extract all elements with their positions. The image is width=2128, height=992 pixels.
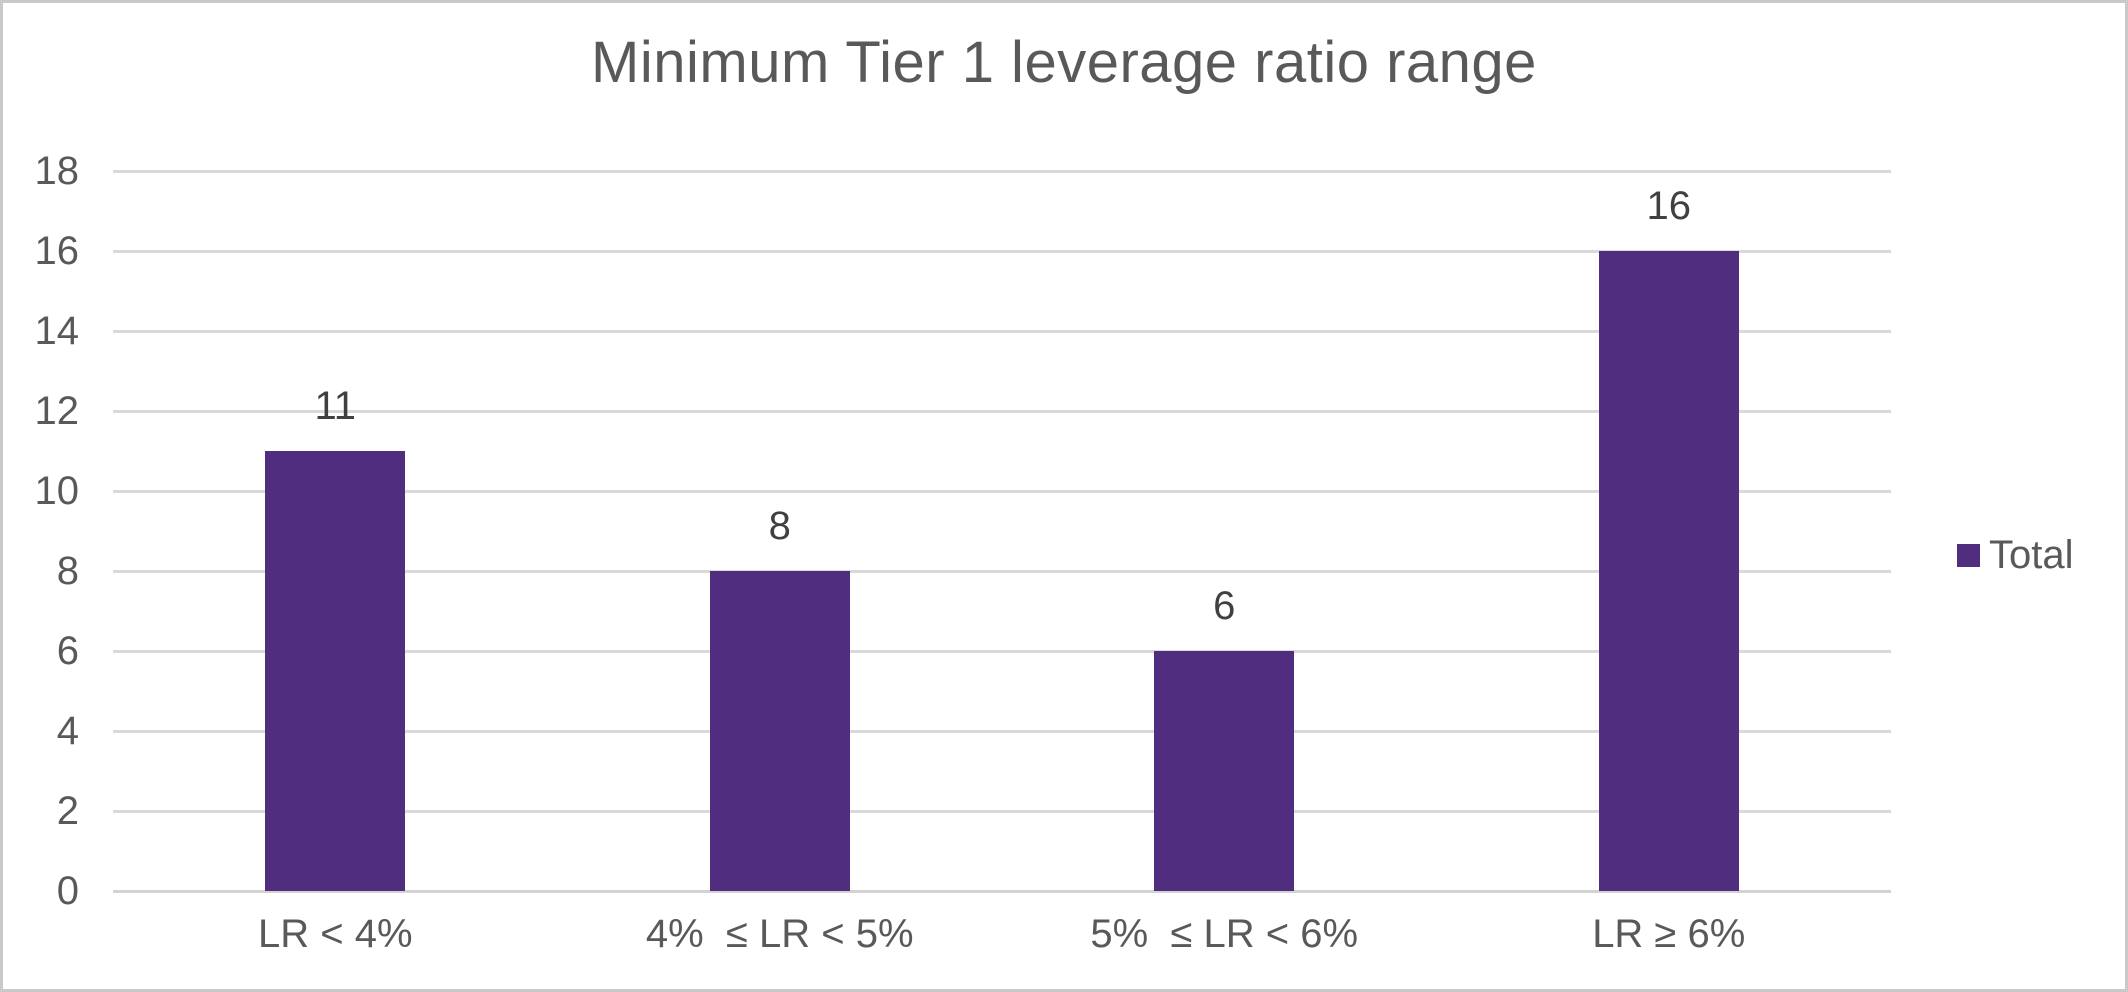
gridline (113, 169, 1891, 173)
bar-value-label: 16 (1646, 184, 1692, 228)
y-tick-label: 8 (56, 549, 79, 593)
x-category-label: 5% ≤ LR < 6% (1090, 912, 1359, 956)
y-tick-label: 0 (56, 869, 79, 913)
bar (265, 451, 406, 891)
legend-label: Total (1989, 533, 2074, 577)
gridline (113, 649, 1891, 653)
x-category-label: 4% ≤ LR < 5% (645, 912, 914, 956)
x-category-label: LR ≥ 6% (1592, 912, 1746, 956)
y-tick-label: 2 (56, 789, 79, 833)
x-axis-line (113, 889, 1891, 893)
chart-title: Minimum Tier 1 leverage ratio range (591, 30, 1537, 95)
bar (1154, 651, 1295, 891)
gridline (113, 329, 1891, 333)
gridline (113, 409, 1891, 413)
gridline (113, 729, 1891, 733)
y-tick-label: 18 (34, 149, 80, 193)
gridline (113, 489, 1891, 493)
x-category-label: LR < 4% (257, 912, 413, 956)
y-tick-label: 16 (34, 229, 80, 273)
legend: Total (1957, 533, 2074, 577)
y-tick-label: 12 (34, 389, 80, 433)
plot-area: 0 2 4 6 8 10 12 14 16 18 11 LR < 4% 8 4% ≤ LR < 5% 6 5%… (3, 3, 2125, 989)
gridline (113, 809, 1891, 813)
y-tick-label: 4 (56, 709, 79, 753)
bar (1598, 251, 1739, 891)
bar (709, 571, 850, 891)
bar-value-label: 8 (768, 504, 791, 548)
gridline (113, 569, 1891, 573)
bar-value-label: 11 (314, 384, 357, 428)
y-tick-label: 10 (34, 469, 80, 513)
legend-swatch-icon (1957, 543, 1980, 567)
bar-value-label: 6 (1213, 584, 1236, 628)
gridline (113, 249, 1891, 253)
y-tick-label: 6 (56, 629, 79, 673)
y-tick-label: 14 (34, 309, 80, 353)
